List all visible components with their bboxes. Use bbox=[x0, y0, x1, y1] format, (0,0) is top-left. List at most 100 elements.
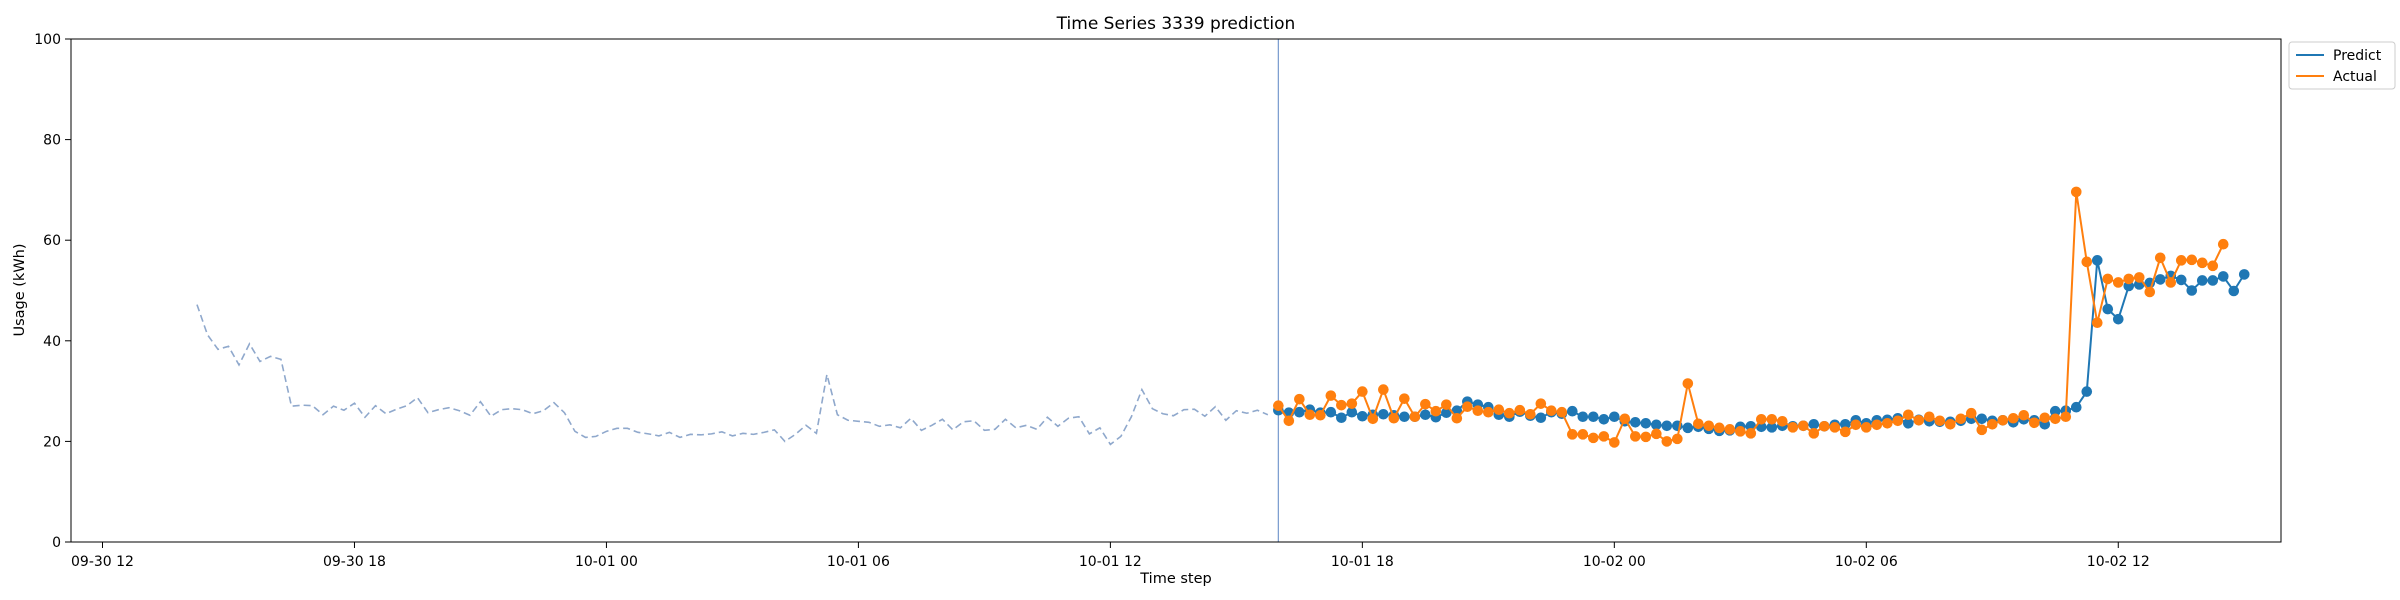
actual-point bbox=[1787, 422, 1799, 433]
plot-frame bbox=[70, 38, 2282, 543]
predict-point bbox=[1399, 411, 1410, 423]
y-tick-label: 100 bbox=[34, 32, 61, 48]
predict-point bbox=[2154, 274, 2166, 285]
actual-point bbox=[2175, 255, 2187, 266]
actual-point bbox=[1871, 419, 1883, 431]
actual-point bbox=[1315, 409, 1326, 421]
predict-point bbox=[1682, 422, 1694, 434]
predict-point bbox=[1902, 417, 1914, 429]
actual-point bbox=[1493, 404, 1505, 416]
predict-point bbox=[1441, 407, 1452, 419]
actual-point bbox=[1839, 426, 1851, 438]
actual-point bbox=[1283, 415, 1295, 427]
actual-point bbox=[1336, 399, 1347, 411]
actual-point bbox=[1829, 422, 1841, 433]
y-tick-label: 60 bbox=[43, 233, 61, 249]
actual-point bbox=[2081, 256, 2093, 268]
actual-point bbox=[2112, 277, 2124, 288]
actual-point bbox=[1724, 424, 1736, 435]
actual-point bbox=[1798, 420, 1809, 432]
actual-point bbox=[2186, 254, 2198, 266]
predict-point bbox=[2196, 275, 2208, 286]
actual-point bbox=[1409, 411, 1421, 423]
actual-point bbox=[2154, 252, 2166, 264]
actual-point bbox=[1273, 400, 1284, 411]
predict-point bbox=[1588, 411, 1599, 423]
predict-point bbox=[1357, 410, 1368, 422]
predict-point bbox=[1839, 418, 1851, 430]
actual-point bbox=[1525, 408, 1536, 420]
predict-point bbox=[2081, 386, 2093, 397]
predict-point bbox=[2228, 285, 2240, 297]
actual-point bbox=[1986, 418, 1998, 430]
actual-point bbox=[1325, 390, 1337, 401]
predict-point bbox=[2186, 285, 2198, 296]
actual-point bbox=[1388, 412, 1400, 424]
actual-point bbox=[1346, 398, 1358, 409]
y-tick-label: 40 bbox=[43, 334, 61, 350]
actual-point bbox=[2123, 273, 2135, 285]
actual-point bbox=[1881, 417, 1893, 429]
actual-point bbox=[2207, 260, 2219, 272]
actual-point bbox=[1367, 413, 1379, 425]
actual-point bbox=[1462, 401, 1473, 412]
actual-point bbox=[1850, 419, 1862, 431]
predict-point bbox=[1294, 406, 1305, 418]
predict-point bbox=[1808, 418, 1820, 430]
predict-point bbox=[1640, 417, 1652, 429]
y-axis-ticks: 0 20 40 60 80 100 bbox=[34, 32, 71, 551]
actual-point bbox=[1777, 415, 1788, 427]
predict-point bbox=[2217, 271, 2229, 282]
x-tick-label: 09-30 18 bbox=[323, 554, 386, 570]
actual-point bbox=[1944, 418, 1956, 430]
x-axis-ticks: 09-30 12 09-30 18 10-01 00 10-01 06 10-01 12… bbox=[71, 542, 2150, 570]
actual-point bbox=[2070, 186, 2082, 198]
x-tick-label: 10-01 00 bbox=[575, 554, 638, 570]
x-tick-label: 10-02 00 bbox=[1583, 554, 1646, 570]
actual-point bbox=[1294, 393, 1305, 405]
actual-point bbox=[1693, 418, 1704, 430]
x-axis-title: Time step bbox=[1139, 571, 1211, 587]
predict-point bbox=[1336, 412, 1347, 424]
actual-point bbox=[1672, 433, 1683, 445]
actual-point bbox=[1546, 405, 1557, 417]
actual-point bbox=[1735, 426, 1746, 437]
history-series-line bbox=[196, 304, 1269, 446]
actual-point bbox=[1472, 405, 1484, 417]
actual-point bbox=[1913, 414, 1925, 426]
actual-point bbox=[2039, 412, 2051, 424]
actual-point bbox=[1577, 429, 1589, 440]
actual-point bbox=[2049, 413, 2061, 425]
actual-point bbox=[2196, 257, 2208, 269]
predict-point bbox=[2175, 274, 2187, 286]
y-tick-label: 20 bbox=[43, 434, 61, 450]
actual-point bbox=[1766, 413, 1778, 425]
x-tick-label: 10-02 12 bbox=[2087, 554, 2150, 570]
predict-point bbox=[1630, 416, 1641, 428]
actual-point bbox=[1451, 412, 1463, 424]
legend-box bbox=[2288, 41, 2396, 90]
predict-point bbox=[1976, 413, 1988, 425]
actual-point bbox=[1902, 409, 1914, 421]
actual-point bbox=[2091, 317, 2103, 328]
actual-point bbox=[2018, 409, 2030, 421]
predict-point bbox=[2207, 275, 2219, 286]
actual-point bbox=[1567, 429, 1578, 440]
actual-point bbox=[1965, 407, 1977, 419]
actual-point bbox=[2102, 273, 2114, 285]
predict-point bbox=[1420, 409, 1431, 421]
actual-point bbox=[2165, 277, 2177, 288]
predict-point bbox=[1535, 412, 1547, 424]
actual-point bbox=[1630, 431, 1641, 442]
actual-point bbox=[1892, 415, 1904, 427]
actual-point bbox=[1640, 431, 1652, 443]
predict-point bbox=[2238, 269, 2250, 280]
actual-point bbox=[1714, 422, 1725, 434]
x-tick-label: 10-01 12 bbox=[1079, 554, 1142, 570]
x-tick-label: 10-01 18 bbox=[1331, 554, 1394, 570]
actual-point bbox=[1483, 406, 1494, 418]
predict-point bbox=[1598, 413, 1610, 425]
actual-point bbox=[2060, 411, 2072, 423]
